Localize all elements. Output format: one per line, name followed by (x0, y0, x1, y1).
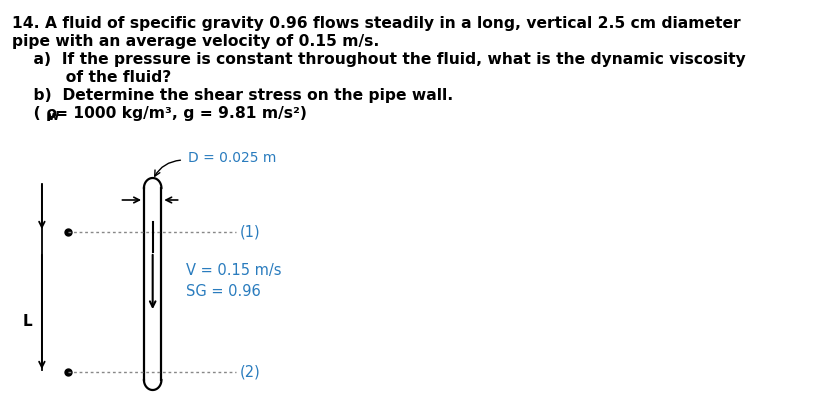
Text: V = 0.15 m/s: V = 0.15 m/s (186, 263, 281, 278)
Text: pipe with an average velocity of 0.15 m/s.: pipe with an average velocity of 0.15 m/… (12, 34, 380, 49)
Text: b)  Determine the shear stress on the pipe wall.: b) Determine the shear stress on the pip… (12, 88, 454, 103)
Text: w: w (47, 110, 59, 123)
Text: 14. A fluid of specific gravity 0.96 flows steadily in a long, vertical 2.5 cm d: 14. A fluid of specific gravity 0.96 flo… (12, 16, 741, 31)
Text: (2): (2) (240, 364, 261, 380)
Text: a)  If the pressure is constant throughout the fluid, what is the dynamic viscos: a) If the pressure is constant throughou… (12, 52, 746, 67)
Text: = 1000 kg/m³, g = 9.81 m/s²): = 1000 kg/m³, g = 9.81 m/s²) (55, 106, 307, 121)
Text: of the fluid?: of the fluid? (12, 70, 172, 85)
Text: D = 0.025 m: D = 0.025 m (187, 151, 276, 165)
Text: SG = 0.96: SG = 0.96 (186, 285, 261, 300)
Text: (1): (1) (240, 224, 261, 240)
Text: L: L (23, 314, 33, 329)
Text: ( ρ: ( ρ (12, 106, 58, 121)
